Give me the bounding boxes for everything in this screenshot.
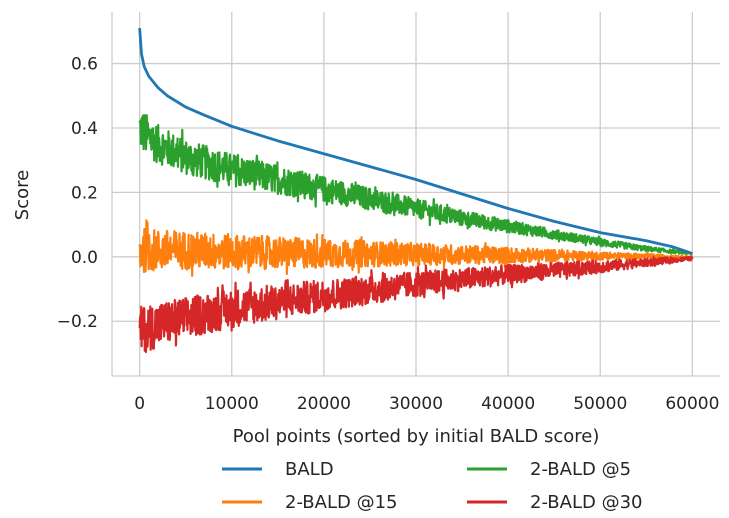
y-tick-label: 0.2: [71, 183, 98, 203]
x-tick-label: 0: [134, 394, 145, 414]
series-line-2-bald-5: [138, 114, 694, 256]
y-tick-label: −0.2: [57, 312, 98, 332]
y-tick-label: 0.6: [71, 55, 98, 75]
legend-label: BALD: [285, 459, 334, 480]
x-tick-label: 40000: [481, 394, 535, 414]
legend: BALD 2-BALD @5 2-BALD @15 2-BALD @30: [222, 459, 642, 513]
legend-item: 2-BALD @5: [467, 459, 631, 480]
legend-item: BALD: [222, 459, 334, 480]
y-tick-label: 0.4: [71, 119, 98, 139]
y-axis-title: Score: [12, 170, 33, 220]
series-line-2-bald-15: [138, 219, 694, 277]
axes: 0 10000 20000 30000 40000 50000 60000 −0.2 0.0 0.…: [57, 12, 720, 414]
x-tick-label: 20000: [297, 394, 351, 414]
x-tick-label: 50000: [573, 394, 627, 414]
series-line-2-bald-30: [138, 255, 694, 354]
series-lines: [138, 28, 694, 354]
legend-item: 2-BALD @30: [467, 492, 642, 513]
x-tick-label: 30000: [389, 394, 443, 414]
series-line-bald: [138, 28, 693, 255]
x-tick-label: 10000: [205, 394, 259, 414]
legend-label: 2-BALD @15: [285, 492, 397, 513]
x-axis-title: Pool points (sorted by initial BALD scor…: [233, 426, 600, 447]
y-tick-label: 0.0: [71, 248, 98, 268]
legend-label: 2-BALD @30: [530, 492, 642, 513]
legend-item: 2-BALD @15: [222, 492, 397, 513]
x-tick-label: 60000: [665, 394, 719, 414]
legend-label: 2-BALD @5: [530, 459, 631, 480]
